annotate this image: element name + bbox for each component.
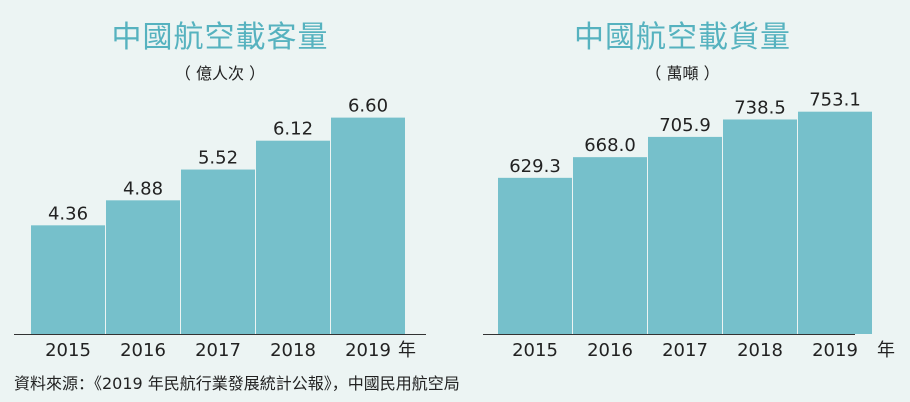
x-tick-label: 2016: [587, 340, 633, 361]
x-tick-label: 2018: [270, 340, 316, 361]
passenger-chart: 中國航空載客量 （ 億人次 ） 4.36 2015 4.88 2016 5.52 2017…: [0, 0, 440, 368]
chart-title: 中國航空載貨量: [574, 20, 791, 55]
bar-2019: [331, 117, 405, 334]
x-axis-unit-label: 年: [877, 340, 895, 361]
bar-2016: [573, 157, 647, 334]
bar-2015: [498, 177, 572, 334]
bar-2018: [723, 119, 797, 334]
data-label: 705.9: [659, 115, 711, 136]
bar-2015: [31, 225, 105, 334]
data-label: 668.0: [584, 135, 636, 156]
bar-2017: [648, 136, 722, 334]
x-tick-label: 2015: [512, 340, 558, 361]
x-tick-label: 2019: [812, 340, 858, 361]
bar-2018: [256, 140, 330, 334]
data-label: 5.52: [198, 148, 238, 169]
data-label: 6.60: [348, 96, 388, 117]
bar-2017: [181, 169, 255, 334]
bar-2019: [798, 111, 872, 334]
chart-subtitle: （ 萬噸 ）: [645, 64, 720, 83]
chart-subtitle: （ 億人次 ）: [174, 64, 266, 83]
chart-title: 中國航空載客量: [111, 20, 329, 55]
data-label: 4.36: [48, 203, 88, 224]
x-tick-label: 2015: [45, 340, 91, 361]
source-note: 資料來源：《2019 年民航行業發展統計公報》，中國民用航空局: [14, 374, 460, 393]
cargo-bar-plot: 629.3 2015 668.0 2016 705.9 2017 738.5 2018 753.…: [483, 90, 895, 361]
data-label: 4.88: [123, 178, 163, 199]
bar-2016: [106, 200, 180, 334]
x-tick-label: 2019: [345, 340, 391, 361]
x-tick-label: 2017: [195, 340, 241, 361]
passenger-bar-plot: 4.36 2015 4.88 2016 5.52 2017 6.12 2018 6.60 2019…: [14, 96, 426, 361]
data-label: 753.1: [809, 90, 861, 111]
x-axis-unit-label: 年: [398, 340, 416, 361]
data-label: 6.12: [273, 119, 313, 140]
x-tick-label: 2016: [120, 340, 166, 361]
data-label: 629.3: [509, 156, 561, 177]
data-label: 738.5: [734, 97, 786, 118]
x-tick-label: 2018: [737, 340, 783, 361]
x-tick-label: 2017: [662, 340, 708, 361]
cargo-chart: 中國航空載貨量 （ 萬噸 ） 629.3 2015 668.0 2016 705.9 20…: [455, 0, 910, 368]
